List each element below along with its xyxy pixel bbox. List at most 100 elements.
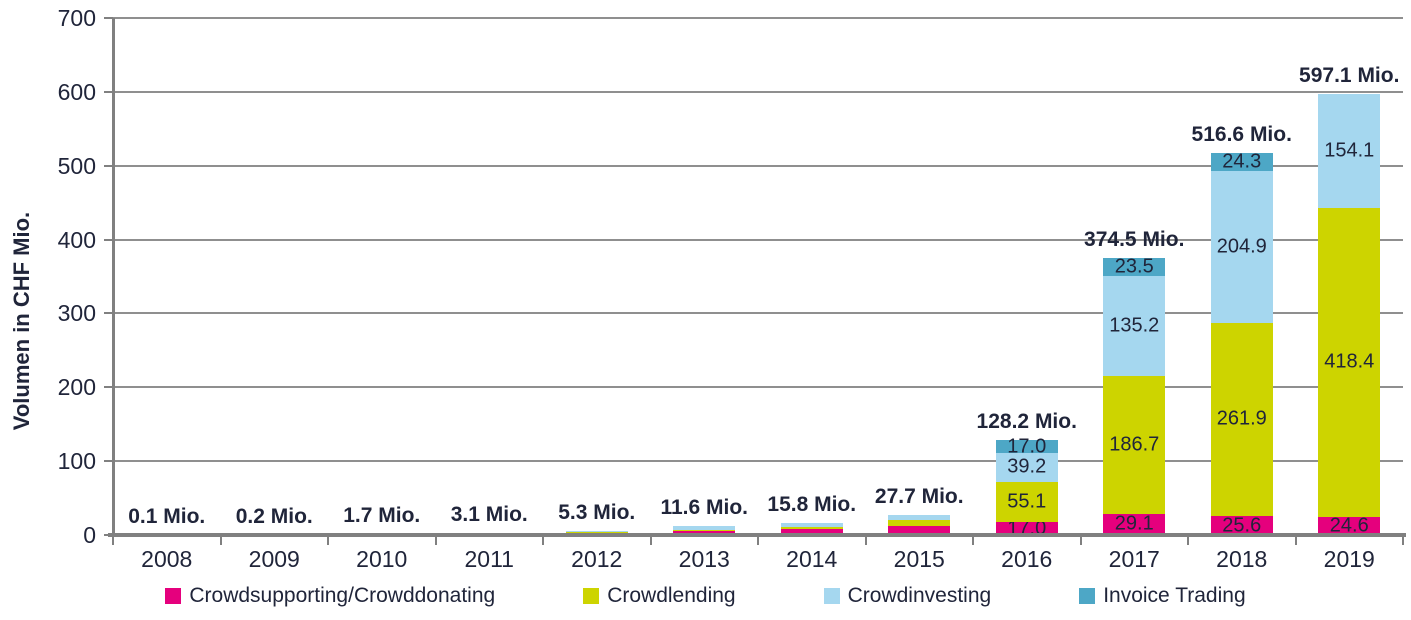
bar-2013 (673, 18, 736, 535)
bar-2016: 17.0 55.1 39.2 17.0 (995, 18, 1058, 539)
segment-crowdlending: 186.7 (1103, 375, 1166, 514)
x-axis-tick (219, 535, 222, 545)
bar-total-label: 1.7 Mio. (343, 503, 421, 527)
y-axis-tick (104, 386, 113, 389)
bar-total-label: 15.8 Mio. (767, 493, 857, 517)
x-axis-tick (972, 535, 974, 545)
segment-crowdlending (888, 520, 951, 526)
bar-2009 (243, 18, 306, 535)
legend-swatch (1079, 588, 1096, 604)
segment-crowdlending: 261.9 (1210, 322, 1273, 517)
bar-total-label: 128.2 Mio. (976, 410, 1077, 434)
bar-2008 (135, 18, 198, 535)
x-axis-tick (757, 535, 759, 545)
segment-crowdlending (565, 531, 628, 534)
segment-crowdinvesting: 135.2 (1103, 275, 1166, 376)
segment-value-label: 24.3 (1222, 150, 1262, 173)
y-axis-tick-label: 0 (83, 522, 96, 548)
gridline-600 (113, 90, 1403, 93)
bar-2014 (780, 18, 843, 535)
segment-crowdinvesting (888, 514, 951, 521)
segment-crowdlending: 55.1 (995, 481, 1058, 523)
bar-total-label: 11.6 Mio. (660, 496, 749, 520)
segment-value-label: 261.9 (1216, 407, 1267, 430)
bar-total-label: 0.2 Mio. (235, 504, 313, 528)
segment-value-label: 29.1 (1114, 512, 1154, 535)
segment-value-label: 24.6 (1329, 514, 1369, 537)
segment-value-label: 204.9 (1216, 235, 1267, 258)
y-axis-tick-label: 300 (57, 300, 96, 327)
legend-swatch (823, 588, 840, 604)
x-axis-tick (1187, 535, 1189, 545)
segment-crowdinvesting (673, 526, 736, 530)
gridline-500 (113, 164, 1403, 167)
y-axis-tick-label: 200 (57, 374, 96, 401)
y-axis-tick (104, 312, 113, 315)
legend: Crowdsupporting/Crowddonating Crowdlendin… (0, 584, 1411, 608)
segment-value-label: 135.2 (1109, 314, 1160, 337)
segment-crowdinvesting: 154.1 (1318, 94, 1381, 208)
legend-item-crowdinvesting: Crowdinvesting (823, 584, 991, 608)
x-axis-tick-label: 2017 (1108, 546, 1160, 572)
y-axis-line (112, 18, 115, 537)
segment-crowdlending: 418.4 (1318, 207, 1381, 517)
x-axis-tick-label: 2015 (893, 546, 945, 572)
y-axis-tick (104, 534, 113, 536)
legend-label: Invoice Trading (1103, 584, 1246, 607)
segment-value-label: 25.6 (1222, 514, 1262, 537)
x-axis-tick (1402, 535, 1404, 545)
x-axis-tick-label: 2018 (1216, 546, 1268, 572)
segment-value-label: 154.1 (1324, 139, 1375, 162)
x-axis-tick-label: 2011 (464, 546, 514, 572)
legend-label: Crowdlending (607, 584, 736, 607)
bar-total-label: 0.1 Mio. (128, 504, 206, 528)
x-axis-tick-label: 2014 (786, 546, 838, 572)
x-axis-tick (1079, 535, 1082, 545)
bar-2012 (565, 18, 628, 535)
segment-value-label: 39.2 (1007, 455, 1047, 478)
segment-crowdlending (780, 526, 843, 530)
segment-crowdinvesting (565, 531, 628, 532)
bar-2011 (458, 18, 521, 535)
y-axis-tick (104, 164, 113, 167)
segment-invoice-trading: 23.5 (1103, 256, 1166, 278)
bar-2018: 25.6 261.9 204.9 24.3 (1210, 18, 1273, 537)
x-axis-tick (864, 535, 867, 545)
y-axis-tick (104, 90, 113, 93)
gridline-300 (113, 312, 1403, 315)
y-axis-tick-label: 500 (57, 152, 96, 179)
segment-value-label: 23.5 (1114, 255, 1154, 278)
y-axis-tick (104, 17, 113, 19)
segment-crowdsupporting-crowddonating (780, 529, 843, 535)
segment-crowdsupporting-crowddonating: 25.6 (1210, 514, 1273, 537)
legend-item-crowdlending: Crowdlending (583, 584, 736, 608)
gridline-400 (113, 238, 1403, 241)
x-axis-tick (649, 535, 652, 545)
x-axis-tick (327, 535, 329, 545)
bar-2019: 24.6 418.4 154.1 (1318, 18, 1381, 537)
segment-crowdsupporting-crowddonating: 24.6 (1318, 514, 1381, 537)
x-axis-tick-label: 2013 (678, 546, 730, 572)
gridline-700 (113, 17, 1403, 19)
segment-crowdinvesting: 204.9 (1210, 171, 1273, 323)
x-axis-tick-label: 2008 (141, 546, 193, 572)
segment-value-label: 55.1 (1007, 490, 1047, 513)
segment-crowdinvesting: 39.2 (995, 452, 1058, 482)
x-axis-tick-label: 2010 (356, 546, 408, 572)
x-axis-tick (542, 535, 544, 545)
y-axis-tick-label: 600 (57, 78, 96, 105)
x-axis-tick-label: 2019 (1323, 546, 1375, 572)
legend-swatch (165, 588, 182, 604)
legend-swatch (583, 588, 600, 604)
segment-value-label: 186.7 (1109, 433, 1160, 456)
y-axis-tick-label: 400 (57, 226, 96, 253)
segment-crowdsupporting-crowddonating: 29.1 (1103, 512, 1166, 535)
x-axis-tick (434, 535, 437, 545)
bar-total-label: 597.1 Mio. (1299, 64, 1400, 87)
segment-crowdsupporting-crowddonating (673, 530, 736, 535)
x-axis-tick-label: 2016 (1001, 546, 1053, 572)
x-axis-tick-label: 2009 (248, 546, 300, 572)
bar-total-label: 5.3 Mio. (558, 501, 636, 525)
y-axis-tick (104, 460, 113, 463)
